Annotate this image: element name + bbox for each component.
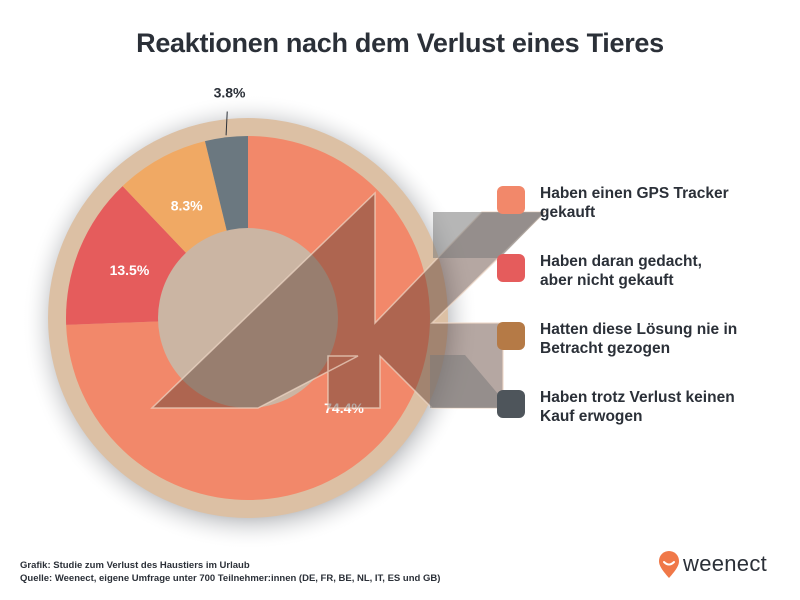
weenect-logo: weenect bbox=[657, 550, 787, 580]
slice-label: 3.8% bbox=[214, 85, 246, 101]
footer-source-note: Quelle: Weenect, eigene Umfrage unter 70… bbox=[20, 573, 441, 584]
footer-graphic-note: Grafik: Studie zum Verlust des Haustiers… bbox=[20, 560, 250, 571]
legend: Haben einen GPS Tracker gekauft Haben dar… bbox=[497, 184, 777, 456]
legend-item: Haben daran gedacht, aber nicht gekauft bbox=[497, 252, 777, 320]
footer: Grafik: Studie zum Verlust des Haustiers… bbox=[20, 559, 440, 585]
leader-line bbox=[225, 111, 228, 136]
legend-swatch bbox=[497, 390, 525, 418]
legend-label: Haben trotz Verlust keinen Kauf erwogen bbox=[540, 389, 735, 425]
legend-swatch bbox=[497, 254, 525, 282]
donut-hole bbox=[158, 228, 338, 408]
legend-label: Haben einen GPS Tracker gekauft bbox=[540, 185, 729, 221]
logo-text: weenect bbox=[683, 551, 768, 576]
location-pin-icon bbox=[659, 551, 679, 578]
legend-swatch bbox=[497, 322, 525, 350]
legend-label: Hatten diese Lösung nie in Betracht gezog… bbox=[540, 321, 738, 357]
legend-item: Hatten diese Lösung nie in Betracht gezog… bbox=[497, 320, 777, 388]
legend-label: Haben daran gedacht, aber nicht gekauft bbox=[540, 253, 702, 289]
slice-label: 8.3% bbox=[171, 198, 203, 214]
legend-swatch bbox=[497, 186, 525, 214]
slice-label: 74.4% bbox=[324, 400, 364, 416]
legend-item: Haben trotz Verlust keinen Kauf erwogen bbox=[497, 388, 777, 456]
chart-title: Reaktionen nach dem Verlust eines Tieres bbox=[136, 28, 664, 58]
legend-item: Haben einen GPS Tracker gekauft bbox=[497, 184, 777, 252]
slice-label: 13.5% bbox=[110, 262, 150, 278]
